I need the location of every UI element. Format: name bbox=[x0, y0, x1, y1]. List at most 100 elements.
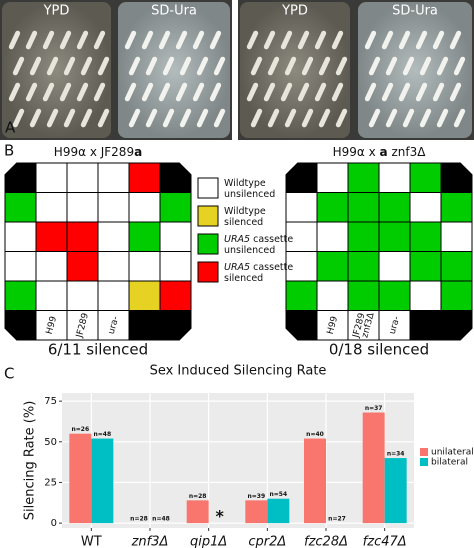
streak bbox=[158, 30, 171, 50]
plate-label: SD-Ura bbox=[392, 4, 438, 19]
grid-cell bbox=[128, 221, 161, 252]
streak bbox=[453, 108, 466, 128]
text-part: unsilenced bbox=[224, 245, 275, 256]
streak bbox=[436, 56, 449, 76]
grid-cell bbox=[316, 280, 349, 311]
corner-cut bbox=[460, 328, 473, 341]
grid-cell bbox=[347, 192, 380, 223]
grid-cell bbox=[66, 310, 99, 341]
legend-text: unsilenced bbox=[224, 189, 275, 200]
streak bbox=[179, 108, 192, 128]
grid-cell-label: H99 bbox=[45, 315, 59, 335]
grid-title: H99α x a znf3Δ bbox=[333, 145, 427, 159]
grid-cell bbox=[128, 310, 161, 341]
y-tick-label: 25 bbox=[44, 477, 57, 488]
streak bbox=[29, 56, 42, 76]
n-label: n=26 bbox=[72, 426, 90, 433]
text-part: a bbox=[134, 145, 142, 159]
grid-cell bbox=[97, 192, 130, 223]
legend-text: silenced bbox=[224, 217, 263, 228]
streak bbox=[175, 30, 188, 50]
streak bbox=[25, 82, 38, 102]
grid-cell bbox=[409, 280, 442, 311]
text-part: H99α x bbox=[333, 145, 380, 159]
grid-cell bbox=[35, 280, 68, 311]
bar bbox=[69, 433, 92, 524]
streak bbox=[59, 82, 72, 102]
grid-cell bbox=[316, 221, 349, 252]
grid-cell bbox=[66, 221, 99, 252]
streak bbox=[402, 108, 415, 128]
streak bbox=[145, 108, 158, 128]
streak bbox=[192, 30, 205, 50]
streak bbox=[63, 56, 76, 76]
corner-cut bbox=[285, 328, 298, 341]
grid-cell bbox=[35, 251, 68, 282]
streak bbox=[364, 82, 377, 102]
bar bbox=[91, 438, 114, 524]
streak bbox=[364, 30, 377, 50]
y-tick-label: 50 bbox=[44, 437, 57, 448]
streak bbox=[331, 30, 344, 50]
streak bbox=[432, 30, 445, 50]
grid-cell bbox=[285, 280, 318, 311]
legend-text: unsilenced bbox=[224, 245, 275, 256]
streak bbox=[419, 56, 432, 76]
legend-text: Wildtype bbox=[224, 178, 266, 189]
grid-cell bbox=[378, 192, 411, 223]
text-part: unsilenced bbox=[224, 189, 275, 200]
grid-cell bbox=[347, 162, 380, 193]
streak bbox=[179, 56, 192, 76]
streak bbox=[250, 108, 263, 128]
streak bbox=[415, 30, 428, 50]
streak bbox=[263, 30, 276, 50]
grid-cell-label: ura- bbox=[107, 315, 121, 335]
streak bbox=[314, 30, 327, 50]
streak bbox=[12, 56, 25, 76]
legend-text: URA5 cassette bbox=[224, 234, 293, 245]
grid-cell bbox=[347, 221, 380, 252]
streak bbox=[192, 82, 205, 102]
panel-label: B bbox=[4, 142, 14, 160]
legend-swatch bbox=[420, 458, 428, 466]
legend-swatch bbox=[420, 448, 428, 456]
n-label: n=48 bbox=[152, 516, 170, 523]
streak bbox=[80, 56, 93, 76]
grid-cell bbox=[128, 251, 161, 282]
grid-cell bbox=[409, 251, 442, 282]
legend-swatch bbox=[197, 205, 219, 227]
streak bbox=[449, 82, 462, 102]
streak bbox=[8, 30, 21, 50]
bar bbox=[267, 498, 290, 524]
streak bbox=[301, 56, 314, 76]
grid-cell bbox=[378, 310, 411, 341]
grid-cell bbox=[66, 162, 99, 193]
streak bbox=[97, 108, 110, 128]
grid-cell bbox=[440, 251, 473, 282]
x-tick-label: fzc28Δ bbox=[304, 535, 348, 548]
grid-cell bbox=[378, 251, 411, 282]
text-part: znf3Δ bbox=[388, 145, 427, 159]
legend-swatch bbox=[197, 177, 219, 199]
corner-cut bbox=[460, 162, 473, 175]
streak bbox=[301, 108, 314, 128]
streak bbox=[246, 82, 259, 102]
legend-text: URA5 cassette bbox=[224, 262, 293, 273]
n-label: n=48 bbox=[94, 431, 112, 438]
plate-label: SD-Ura bbox=[151, 4, 197, 19]
corner-cut bbox=[4, 162, 17, 175]
text-part: Wildtype bbox=[224, 178, 266, 189]
text-part: silenced bbox=[224, 273, 263, 284]
corner-cut bbox=[285, 162, 298, 175]
streak bbox=[263, 82, 276, 102]
streak bbox=[46, 56, 59, 76]
bar bbox=[304, 438, 326, 524]
streak bbox=[8, 82, 21, 102]
x-tick-label: znf3Δ bbox=[131, 535, 169, 548]
grid-cell bbox=[347, 251, 380, 282]
streak bbox=[436, 108, 449, 128]
grid-cell bbox=[97, 251, 130, 282]
grid-cell bbox=[128, 162, 161, 193]
legend-text: Wildtype bbox=[224, 206, 266, 217]
x-tick-label: WT bbox=[81, 535, 102, 548]
